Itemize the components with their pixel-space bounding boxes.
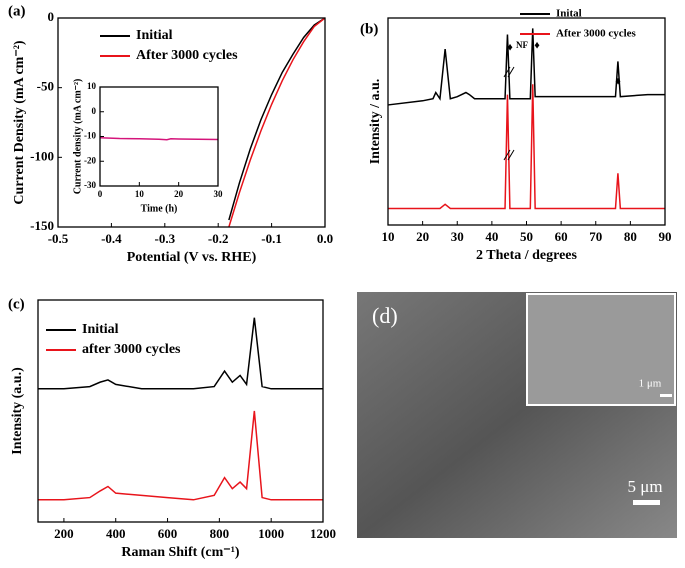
x-tick-label: 50 xyxy=(520,229,533,244)
y-axis-title: Current density (mA cm⁻²) xyxy=(72,79,83,195)
y-axis-title: Intensity / a.u. xyxy=(368,79,383,165)
y-tick-label: -50 xyxy=(37,79,54,94)
scale-label: 5 μm xyxy=(627,477,662,496)
x-tick-label: 1200 xyxy=(310,526,336,541)
x-tick-label: -0.2 xyxy=(208,231,229,246)
legend-label: Initial xyxy=(82,322,119,337)
x-axis-title: 2 Theta / degrees xyxy=(476,248,578,263)
legend-label: after 3000 cycles xyxy=(82,342,181,357)
x-tick-label: -0.4 xyxy=(101,231,122,246)
y-tick-label: 0 xyxy=(48,9,55,24)
scale-bar xyxy=(633,500,660,505)
series-line xyxy=(228,17,326,221)
x-tick-label: 800 xyxy=(210,526,230,541)
series-line xyxy=(387,28,665,106)
annotation: ♦ xyxy=(507,42,513,54)
x-tick-label: 1000 xyxy=(258,526,284,541)
series-line xyxy=(388,84,665,210)
x-tick-label: 70 xyxy=(589,229,602,244)
x-axis-title: Time (h) xyxy=(141,203,178,214)
sem-inset xyxy=(526,293,676,406)
panel-label: (c) xyxy=(8,296,25,312)
x-tick-label: 60 xyxy=(555,229,568,244)
x-tick-label: 30 xyxy=(214,189,224,199)
x-tick-label: 10 xyxy=(382,229,395,244)
y-tick-label: 0 xyxy=(92,106,97,116)
panel-label: (d) xyxy=(372,303,398,328)
x-tick-label: 30 xyxy=(451,229,464,244)
x-tick-label: 20 xyxy=(416,229,429,244)
y-tick-label: -150 xyxy=(30,218,54,233)
legend-label: After 3000 cycles xyxy=(556,28,637,40)
legend-label: Inital xyxy=(556,8,582,20)
x-tick-label: 10 xyxy=(135,189,145,199)
inset-bg xyxy=(100,87,218,186)
scale-label: 1 μm xyxy=(639,378,662,390)
series-line xyxy=(228,17,326,228)
scale-bar xyxy=(660,394,672,397)
y-tick-label: -100 xyxy=(30,148,54,163)
x-axis-title: Raman Shift (cm⁻¹) xyxy=(121,545,239,560)
annotation: ♦ xyxy=(534,40,540,52)
annotation: ♦ xyxy=(615,76,621,88)
x-tick-label: 0 xyxy=(98,189,103,199)
x-axis-title: Potential (V vs. RHE) xyxy=(127,250,257,265)
legend-label: After 3000 cycles xyxy=(136,48,238,63)
legend-label: Initial xyxy=(136,28,173,43)
x-tick-label: 40 xyxy=(485,229,498,244)
plot-frame xyxy=(57,17,326,228)
x-tick-label: 80 xyxy=(624,229,637,244)
x-tick-label: 0.0 xyxy=(317,231,333,246)
x-tick-label: 400 xyxy=(106,526,126,541)
annotation: NF xyxy=(516,40,528,50)
y-tick-label: 10 xyxy=(87,81,97,91)
x-tick-label: -0.1 xyxy=(261,231,282,246)
x-tick-label: 20 xyxy=(174,189,184,199)
series-line xyxy=(99,136,219,141)
axis-break xyxy=(503,66,515,78)
y-tick-label: -10 xyxy=(84,131,96,141)
x-tick-label: -0.5 xyxy=(48,231,69,246)
x-tick-label: -0.3 xyxy=(155,231,176,246)
x-tick-label: 600 xyxy=(158,526,178,541)
y-tick-label: -30 xyxy=(84,180,96,190)
plot-frame xyxy=(37,299,324,523)
panel-label: (a) xyxy=(8,3,26,19)
axis-break xyxy=(503,149,515,161)
y-tick-label: -20 xyxy=(84,155,96,165)
y-axis-title: Current Density (mA cm⁻²) xyxy=(12,40,27,204)
y-axis-title: Intensity (a.u.) xyxy=(10,367,25,455)
panel-label: (b) xyxy=(360,21,378,37)
series-line xyxy=(38,410,323,501)
series-line xyxy=(38,317,323,390)
x-tick-label: 90 xyxy=(659,229,672,244)
x-tick-label: 200 xyxy=(54,526,74,541)
